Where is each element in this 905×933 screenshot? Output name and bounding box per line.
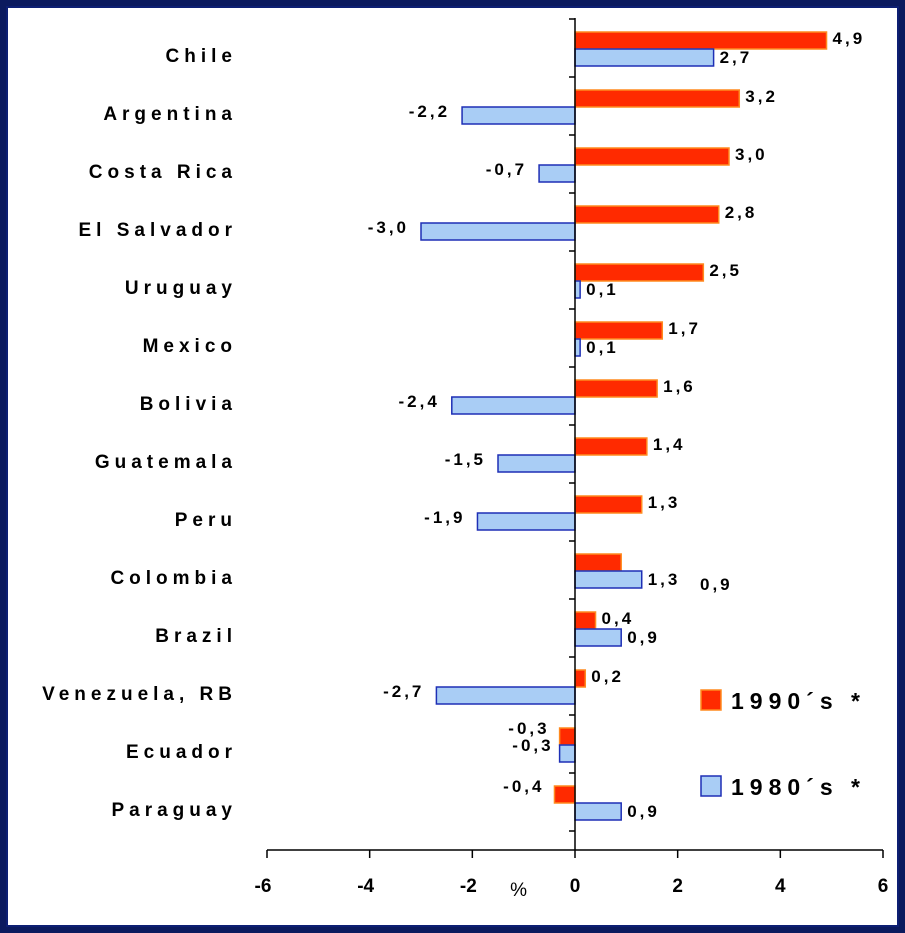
x-tick-label: -2 xyxy=(460,876,477,897)
bar-1990s-costa-rica xyxy=(574,147,730,166)
label-1990s-colombia: 0,9 xyxy=(700,575,733,594)
label-1990s-costa-rica: 3,0 xyxy=(735,145,768,164)
label-1990s-guatemala: 1,4 xyxy=(653,435,686,454)
x-axis-label: % xyxy=(510,880,527,901)
label-1990s-argentina: 3,2 xyxy=(745,87,778,106)
bar-1980s-costa-rica xyxy=(538,164,576,183)
bar-1980s-chile xyxy=(574,48,715,67)
label-1980s-peru: -1,9 xyxy=(424,508,465,527)
label-1990s-chile: 4,9 xyxy=(833,29,866,48)
label-1980s-costa-rica: -0,7 xyxy=(486,160,527,179)
bar-1980s-paraguay xyxy=(574,802,622,821)
legend-item-1980s: 1980´s * xyxy=(700,774,866,800)
label-1990s-peru: 1,3 xyxy=(648,493,681,512)
bar-1990s-mexico xyxy=(574,321,664,340)
bar-1980s-bolivia xyxy=(451,396,576,415)
bar-chart: Chile 4,9 2,7 Argentina 3,2 -2,2 Costa Rica 3,0… xyxy=(42,18,888,901)
bar-1990s-chile xyxy=(574,31,828,50)
x-tick-label: 2 xyxy=(672,876,683,897)
labels-layer: Chile 4,9 2,7 Argentina 3,2 -2,2 Costa Rica 3,0… xyxy=(42,29,888,897)
axes-layer xyxy=(266,18,884,858)
label-1990s-brazil: 0,4 xyxy=(602,609,635,628)
legend-label: 1990´s * xyxy=(731,688,866,714)
x-tick-label: 4 xyxy=(775,876,786,897)
bar-1990s-ecuador xyxy=(558,727,576,746)
bar-1980s-peru xyxy=(476,512,576,531)
bar-1980s-argentina xyxy=(461,106,576,125)
label-1980s-uruguay: 0,1 xyxy=(586,280,619,299)
label-1980s-argentina: -2,2 xyxy=(409,102,450,121)
bars-layer xyxy=(420,31,828,821)
bar-1990s-el-salvador xyxy=(574,205,720,224)
label-1980s-venezuela-rb: -2,7 xyxy=(383,682,424,701)
label-1990s-paraguay: -0,4 xyxy=(503,777,544,796)
bar-1980s-guatemala xyxy=(497,454,576,473)
category-label-chile: Chile xyxy=(166,46,237,67)
label-1980s-bolivia: -2,4 xyxy=(399,392,440,411)
x-tick-label: 6 xyxy=(878,876,889,897)
x-tick-label: 0 xyxy=(570,876,581,897)
label-1990s-venezuela-rb: 0,2 xyxy=(591,667,624,686)
category-label-uruguay: Uruguay xyxy=(125,278,237,299)
category-label-colombia: Colombia xyxy=(110,568,237,589)
label-1990s-ecuador: -0,3 xyxy=(508,719,549,738)
category-label-paraguay: Paraguay xyxy=(111,800,237,821)
label-1980s-el-salvador: -3,0 xyxy=(368,218,409,237)
label-1990s-mexico: 1,7 xyxy=(668,319,701,338)
bar-1990s-venezuela-rb xyxy=(574,669,587,688)
label-1980s-chile: 2,7 xyxy=(720,48,753,67)
x-tick-label: -4 xyxy=(357,876,374,897)
label-1980s-paraguay: 0,9 xyxy=(627,802,660,821)
legend-item-1990s: 1990´s * xyxy=(700,688,866,714)
bar-1990s-brazil xyxy=(574,611,597,630)
label-1980s-brazil: 0,9 xyxy=(627,628,660,647)
category-label-argentina: Argentina xyxy=(103,104,237,125)
bar-1980s-mexico xyxy=(574,338,581,357)
category-label-venezuela-rb: Venezuela, RB xyxy=(42,684,237,705)
label-1990s-uruguay: 2,5 xyxy=(709,261,742,280)
category-label-ecuador: Ecuador xyxy=(126,742,237,763)
category-label-guatemala: Guatemala xyxy=(95,452,237,473)
chart-frame: Chile 4,9 2,7 Argentina 3,2 -2,2 Costa Rica 3,0… xyxy=(6,6,899,927)
bar-1980s-venezuela-rb xyxy=(435,686,576,705)
category-label-costa-rica: Costa Rica xyxy=(89,162,237,183)
legend-label: 1980´s * xyxy=(731,774,866,800)
legend-swatch xyxy=(700,689,722,711)
category-label-mexico: Mexico xyxy=(143,336,237,357)
category-label-brazil: Brazil xyxy=(155,626,237,647)
bar-1980s-ecuador xyxy=(558,744,576,763)
category-label-peru: Peru xyxy=(175,510,237,531)
label-1980s-mexico: 0,1 xyxy=(586,338,619,357)
label-1980s-guatemala: -1,5 xyxy=(445,450,486,469)
bar-1990s-peru xyxy=(574,495,643,514)
bar-1980s-colombia xyxy=(574,570,643,589)
bar-1990s-colombia xyxy=(574,553,622,572)
bar-1980s-el-salvador xyxy=(420,222,576,241)
category-label-el-salvador: El Salvador xyxy=(79,220,238,241)
bar-1980s-uruguay xyxy=(574,280,581,299)
x-tick-label: -6 xyxy=(255,876,272,897)
bar-1990s-uruguay xyxy=(574,263,705,282)
legend-swatch xyxy=(700,775,722,797)
label-1980s-colombia: 1,3 xyxy=(648,570,681,589)
bar-1990s-guatemala xyxy=(574,437,648,456)
bar-1980s-brazil xyxy=(574,628,622,647)
category-label-bolivia: Bolivia xyxy=(140,394,237,415)
bar-1990s-bolivia xyxy=(574,379,658,398)
bar-1990s-paraguay xyxy=(553,785,576,804)
label-1990s-bolivia: 1,6 xyxy=(663,377,696,396)
label-1980s-ecuador: -0,3 xyxy=(512,736,553,755)
legend: 1990´s * 1980´s * xyxy=(700,688,866,800)
bar-1990s-argentina xyxy=(574,89,741,108)
label-1990s-el-salvador: 2,8 xyxy=(725,203,758,222)
